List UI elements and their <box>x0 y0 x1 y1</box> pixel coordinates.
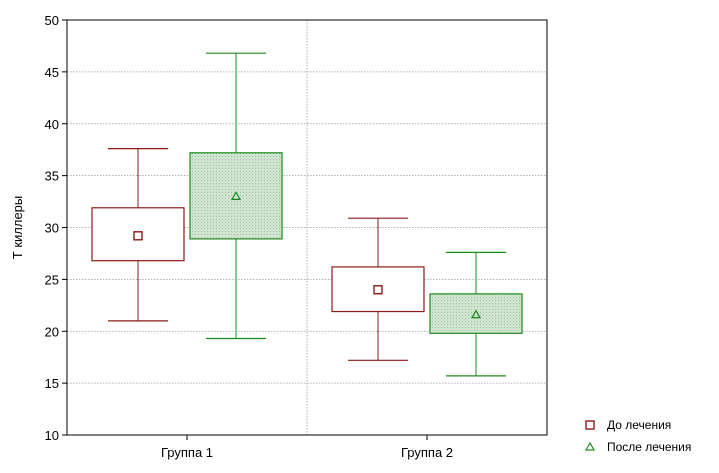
y-tick-label: 15 <box>45 376 59 391</box>
y-tick-label: 35 <box>45 169 59 184</box>
y-axis: 10 15 20 25 30 35 40 45 50 <box>45 13 67 443</box>
y-tick-label: 45 <box>45 65 59 80</box>
legend-marker-square <box>585 420 595 430</box>
y-tick-label: 50 <box>45 13 59 28</box>
legend-marker-triangle <box>584 441 596 451</box>
legend-label: До лечения <box>607 418 671 432</box>
y-tick-label: 30 <box>45 221 59 236</box>
legend: До лечения После лечения <box>584 418 691 454</box>
box-2-1 <box>189 52 283 340</box>
legend-item-2: После лечения <box>584 440 691 454</box>
box-rect <box>429 293 523 334</box>
y-tick-label: 40 <box>45 117 59 132</box>
center-marker-square <box>133 231 143 241</box>
y-tick-label: 10 <box>45 428 59 443</box>
x-axis: Группа 1 Группа 2 <box>161 435 453 460</box>
center-marker-triangle <box>470 309 482 319</box>
center-marker-triangle <box>230 191 242 200</box>
y-tick-label: 25 <box>45 272 59 287</box>
center-marker-square <box>373 285 383 295</box>
y-axis-title: Т киллеры <box>10 196 25 259</box>
box-rect <box>189 152 283 240</box>
legend-item-1: До лечения <box>585 418 671 432</box>
box-2-2 <box>429 251 523 377</box>
box-1-1 <box>91 148 185 322</box>
boxes <box>91 52 523 377</box>
y-tick-label: 20 <box>45 324 59 339</box>
box-1-2 <box>331 217 425 361</box>
x-tick-label: Группа 2 <box>401 445 453 460</box>
legend-label: После лечения <box>607 440 691 454</box>
x-tick-label: Группа 1 <box>161 445 213 460</box>
